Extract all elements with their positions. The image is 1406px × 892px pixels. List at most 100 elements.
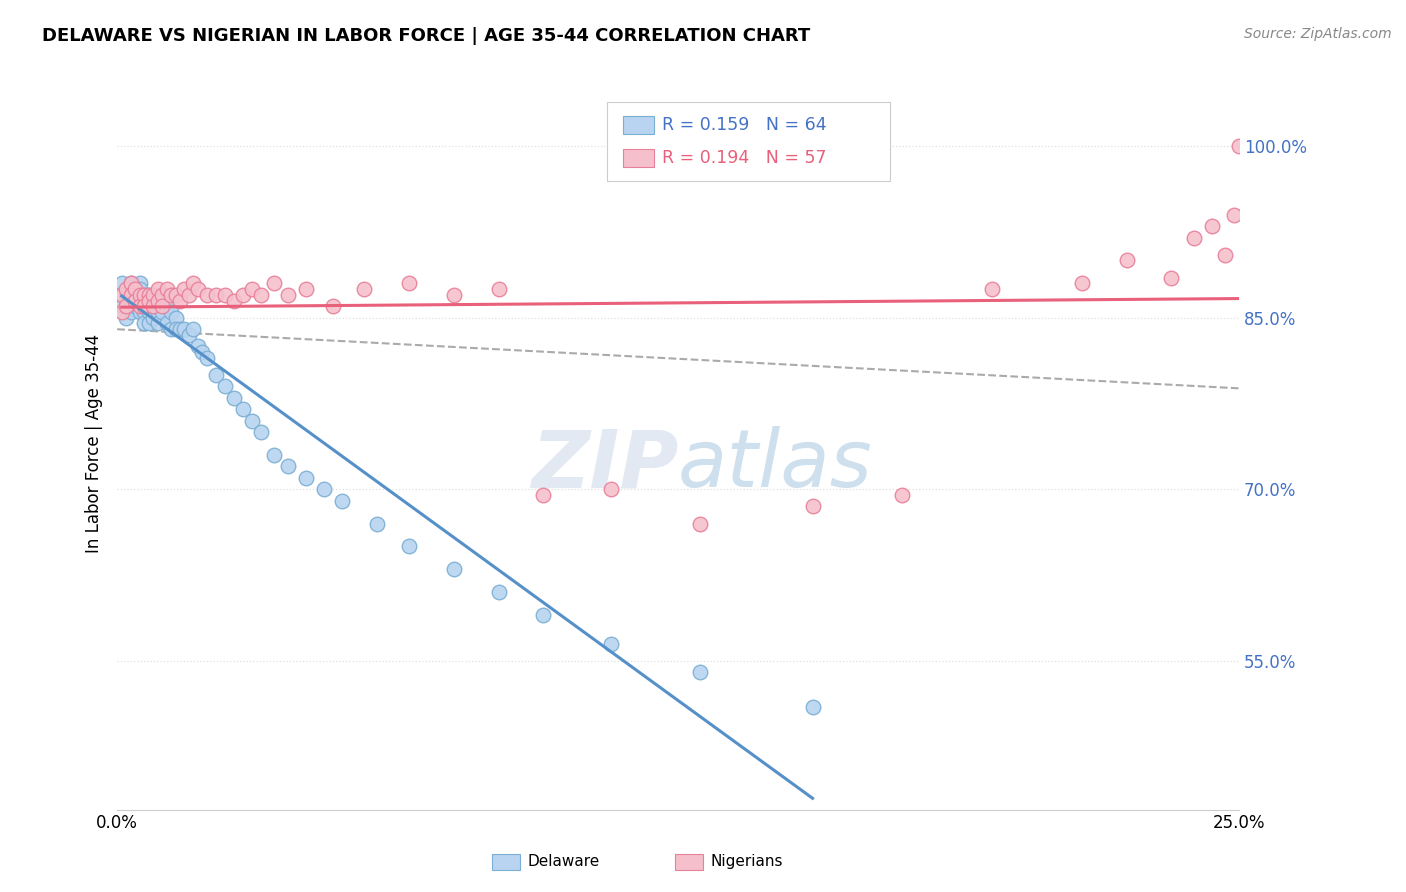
Point	[240, 282, 263, 296]
Point	[111, 277, 134, 291]
Point	[191, 345, 214, 359]
Point	[249, 425, 271, 439]
Point	[599, 482, 621, 496]
Point	[1227, 139, 1250, 153]
Point	[132, 293, 155, 308]
Point	[124, 282, 146, 296]
Point	[353, 282, 375, 296]
Point	[132, 299, 155, 313]
Point	[146, 305, 169, 319]
Point	[138, 287, 160, 301]
Point	[165, 322, 187, 336]
Point	[160, 305, 183, 319]
Text: R = 0.194   N = 57: R = 0.194 N = 57	[662, 149, 827, 167]
Text: R = 0.159   N = 64: R = 0.159 N = 64	[662, 116, 827, 134]
Point	[111, 287, 134, 301]
Point	[120, 293, 142, 308]
Point	[124, 287, 146, 301]
Point	[187, 339, 209, 353]
Point	[155, 317, 177, 331]
Point	[1201, 219, 1223, 234]
Point	[531, 488, 554, 502]
Text: atlas: atlas	[678, 426, 873, 505]
Point	[128, 293, 150, 308]
Point	[222, 391, 245, 405]
Point	[111, 305, 134, 319]
Point	[165, 310, 187, 325]
Point	[531, 608, 554, 623]
Text: Delaware: Delaware	[527, 855, 599, 869]
Point	[115, 310, 138, 325]
Point	[205, 368, 228, 382]
Point	[138, 305, 160, 319]
Point	[801, 500, 824, 514]
Point	[124, 282, 146, 296]
Point	[183, 277, 205, 291]
Point	[240, 414, 263, 428]
Point	[801, 699, 824, 714]
Point	[146, 293, 169, 308]
Point	[322, 299, 344, 313]
Point	[155, 299, 177, 313]
Point	[443, 562, 465, 576]
Text: Nigerians: Nigerians	[710, 855, 783, 869]
Point	[232, 402, 254, 417]
Point	[138, 293, 160, 308]
Point	[138, 287, 160, 301]
Point	[398, 540, 420, 554]
Point	[132, 287, 155, 301]
Point	[1160, 270, 1182, 285]
Point	[138, 293, 160, 308]
Point	[124, 293, 146, 308]
Point	[1115, 253, 1137, 268]
Point	[160, 322, 183, 336]
Point	[160, 287, 183, 301]
Point	[689, 516, 711, 531]
Point	[232, 287, 254, 301]
Point	[120, 305, 142, 319]
Point	[128, 282, 150, 296]
Point	[120, 282, 142, 296]
Point	[120, 287, 142, 301]
Text: ZIP: ZIP	[530, 426, 678, 505]
Point	[443, 287, 465, 301]
Point	[128, 277, 150, 291]
Point	[187, 282, 209, 296]
Point	[142, 299, 165, 313]
Point	[146, 317, 169, 331]
Point	[214, 379, 236, 393]
Point	[128, 305, 150, 319]
Point	[249, 287, 271, 301]
Point	[138, 317, 160, 331]
Point	[1213, 248, 1236, 262]
Point	[488, 585, 510, 599]
Point	[599, 637, 621, 651]
Point	[1182, 230, 1205, 244]
Text: DELAWARE VS NIGERIAN IN LABOR FORCE | AGE 35-44 CORRELATION CHART: DELAWARE VS NIGERIAN IN LABOR FORCE | AG…	[42, 27, 810, 45]
Point	[150, 305, 173, 319]
Point	[222, 293, 245, 308]
Point	[263, 277, 285, 291]
Point	[398, 277, 420, 291]
Point	[177, 327, 200, 342]
Point	[115, 287, 138, 301]
Point	[146, 293, 169, 308]
Point	[891, 488, 914, 502]
Point	[312, 482, 335, 496]
Point	[115, 299, 138, 313]
Point	[183, 322, 205, 336]
Point	[142, 287, 165, 301]
Point	[173, 322, 195, 336]
Point	[165, 287, 187, 301]
Point	[128, 299, 150, 313]
Point	[150, 287, 173, 301]
Point	[120, 277, 142, 291]
Point	[488, 282, 510, 296]
Point	[294, 471, 316, 485]
Point	[366, 516, 388, 531]
Text: Source: ZipAtlas.com: Source: ZipAtlas.com	[1244, 27, 1392, 41]
Point	[277, 459, 299, 474]
Point	[294, 282, 316, 296]
Point	[132, 305, 155, 319]
Point	[150, 299, 173, 313]
